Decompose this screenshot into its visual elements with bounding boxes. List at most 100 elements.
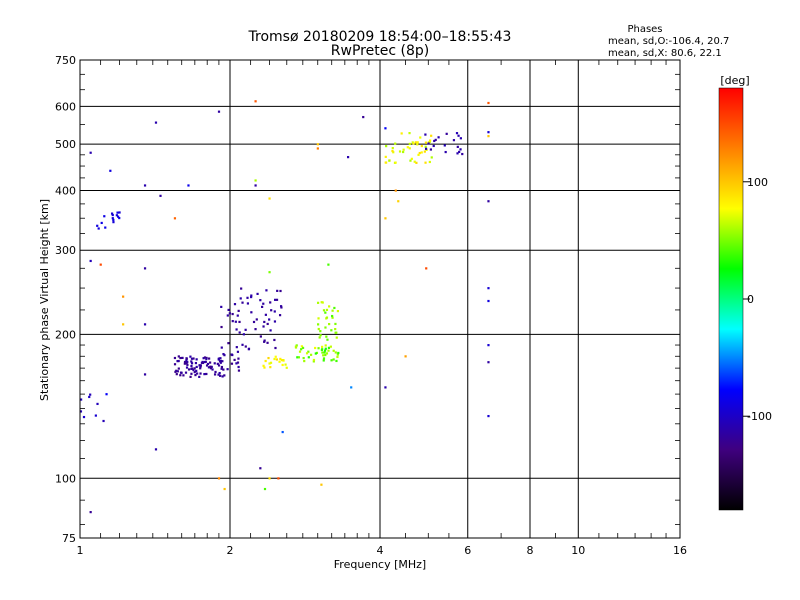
data-point	[323, 349, 327, 352]
data-point	[97, 227, 100, 230]
data-point	[231, 320, 234, 323]
x-tick-label: 2	[227, 544, 234, 557]
data-point	[302, 356, 305, 360]
data-point	[428, 140, 431, 144]
data-point	[213, 362, 216, 365]
data-point	[216, 362, 219, 365]
data-point	[314, 346, 317, 350]
data-point	[391, 146, 394, 150]
data-point	[217, 358, 220, 361]
colorbar-tick-label: 100	[747, 176, 768, 189]
y-tick-label: 100	[55, 472, 76, 485]
data-point	[207, 366, 211, 369]
data-point	[392, 151, 395, 154]
data-point	[244, 345, 247, 348]
data-point	[314, 352, 317, 355]
data-point	[194, 373, 197, 377]
data-point	[425, 267, 428, 270]
data-point	[186, 360, 189, 364]
colorbar-label: [deg]	[720, 74, 749, 87]
data-point	[420, 151, 423, 154]
data-point	[384, 155, 387, 158]
data-point	[208, 357, 211, 360]
y-tick-label: 500	[55, 138, 76, 151]
data-point	[274, 355, 277, 358]
data-point	[214, 370, 217, 374]
data-point	[261, 305, 264, 308]
data-point	[205, 364, 209, 367]
data-point	[391, 149, 394, 153]
data-point	[195, 369, 198, 372]
data-point	[219, 361, 222, 364]
data-point	[96, 224, 99, 227]
data-point	[332, 349, 335, 352]
data-point	[235, 328, 238, 331]
y-tick-labels: 75 100 200 300 400 500 600 750	[55, 54, 76, 545]
data-point	[280, 359, 283, 362]
data-point	[231, 353, 234, 357]
data-point	[270, 309, 273, 312]
data-point	[315, 351, 319, 355]
data-point	[226, 368, 229, 371]
data-point	[273, 338, 276, 342]
data-point	[190, 364, 193, 368]
data-point	[266, 322, 269, 326]
data-point	[89, 259, 92, 263]
data-point	[322, 357, 326, 360]
data-point	[459, 137, 462, 140]
data-point	[193, 367, 196, 370]
data-point	[432, 144, 435, 148]
data-point	[111, 213, 114, 217]
data-point	[331, 309, 334, 312]
data-point	[244, 328, 247, 331]
data-point	[334, 322, 337, 326]
data-point	[274, 346, 277, 350]
data-point	[112, 221, 115, 224]
data-point	[193, 371, 196, 374]
data-point	[250, 311, 253, 314]
data-point	[185, 357, 188, 360]
data-point	[220, 367, 223, 370]
data-point	[175, 373, 178, 376]
data-point	[195, 365, 198, 369]
data-point	[427, 142, 430, 145]
data-point	[273, 357, 276, 361]
colorbar-tick-label: -100	[747, 410, 772, 423]
data-point	[262, 364, 265, 367]
data-point	[203, 360, 206, 364]
data-point	[228, 312, 231, 315]
data-point	[255, 318, 258, 321]
data-point	[336, 355, 339, 359]
data-point	[413, 160, 416, 163]
data-point	[143, 373, 147, 376]
y-tick-label: 75	[62, 532, 76, 545]
data-point	[154, 448, 158, 451]
data-point	[175, 369, 178, 372]
x-axis-label: Frequency [MHz]	[334, 558, 426, 571]
y-tick-label: 600	[55, 100, 76, 113]
data-point	[104, 226, 107, 229]
data-point	[394, 161, 397, 164]
colorbar	[718, 87, 744, 511]
data-point	[183, 362, 186, 365]
data-point	[428, 139, 432, 142]
data-point	[277, 477, 280, 480]
data-point	[317, 317, 320, 320]
data-point	[300, 345, 303, 348]
data-point	[205, 357, 208, 361]
data-point	[328, 305, 331, 308]
data-point	[279, 357, 282, 361]
data-point	[404, 355, 407, 358]
data-point	[263, 340, 266, 343]
data-point	[300, 348, 303, 351]
data-point	[209, 365, 212, 368]
data-point	[325, 308, 329, 312]
data-point	[385, 145, 388, 148]
data-point	[385, 161, 388, 164]
data-point	[430, 134, 433, 137]
data-point	[195, 358, 198, 361]
data-point	[276, 289, 279, 292]
data-point	[416, 141, 419, 144]
data-point	[330, 329, 333, 332]
data-point	[233, 303, 237, 306]
